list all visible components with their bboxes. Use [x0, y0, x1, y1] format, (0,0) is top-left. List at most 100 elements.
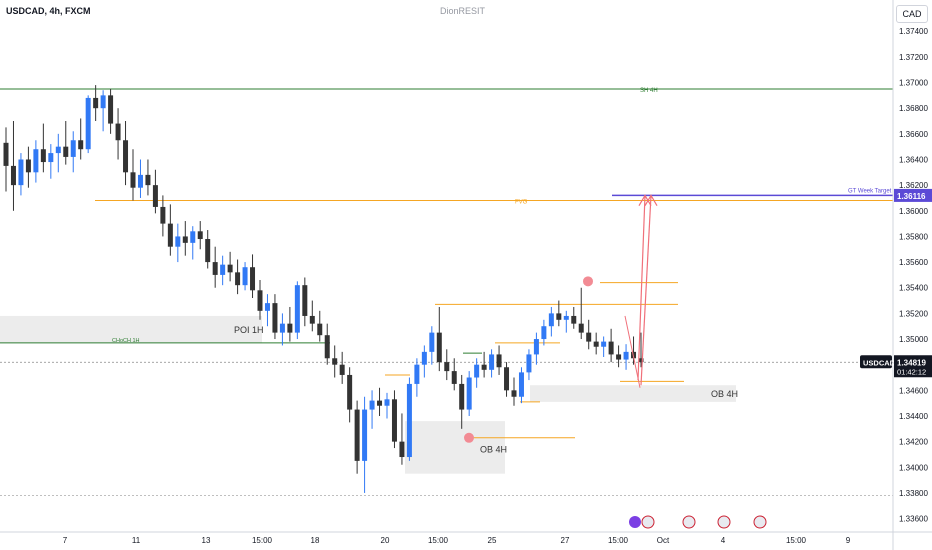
- candle-body[interactable]: [264, 303, 270, 311]
- candle-body[interactable]: [130, 172, 136, 188]
- candle-body[interactable]: [3, 142, 9, 166]
- candle-body[interactable]: [347, 374, 353, 410]
- candle-body[interactable]: [533, 339, 539, 355]
- candle-body[interactable]: [324, 335, 330, 359]
- candle-body[interactable]: [309, 315, 315, 324]
- candle-body[interactable]: [511, 390, 517, 397]
- candle-body[interactable]: [489, 354, 495, 370]
- candle-body[interactable]: [48, 153, 54, 163]
- candle-body[interactable]: [25, 159, 31, 173]
- candle-body[interactable]: [18, 159, 24, 186]
- candle-body[interactable]: [436, 332, 442, 363]
- candle-body[interactable]: [182, 236, 188, 243]
- candle-body[interactable]: [220, 264, 226, 275]
- candle-body[interactable]: [362, 409, 368, 461]
- candle-body[interactable]: [272, 303, 278, 333]
- candle-body[interactable]: [302, 285, 308, 316]
- candle-body[interactable]: [623, 351, 629, 360]
- candle-body[interactable]: [578, 323, 584, 333]
- candle-body[interactable]: [167, 223, 173, 247]
- candle-body[interactable]: [332, 358, 338, 365]
- candle-body[interactable]: [257, 290, 263, 311]
- candle-body[interactable]: [638, 358, 644, 363]
- candle-body[interactable]: [377, 400, 383, 406]
- candle-body[interactable]: [78, 140, 84, 150]
- candle-body[interactable]: [175, 236, 181, 247]
- lightning-event-icon[interactable]: [629, 516, 641, 528]
- candle-body[interactable]: [466, 377, 472, 410]
- candle-body[interactable]: [317, 323, 323, 336]
- candle-body[interactable]: [563, 315, 569, 320]
- candle-body[interactable]: [384, 399, 390, 406]
- candle-body[interactable]: [481, 364, 487, 370]
- candle-body[interactable]: [70, 140, 76, 157]
- candle-body[interactable]: [145, 174, 151, 186]
- candle-body[interactable]: [294, 285, 300, 333]
- candle-body[interactable]: [616, 354, 622, 360]
- candle-body[interactable]: [63, 146, 69, 157]
- candle-body[interactable]: [123, 140, 129, 173]
- candle-body[interactable]: [212, 262, 218, 275]
- candle-body[interactable]: [496, 354, 502, 368]
- candle-body[interactable]: [369, 400, 375, 410]
- candle-body[interactable]: [85, 97, 91, 150]
- candle-body[interactable]: [391, 399, 397, 442]
- candle-body[interactable]: [250, 267, 256, 291]
- candle-body[interactable]: [474, 364, 480, 378]
- candle-body[interactable]: [93, 97, 99, 109]
- candle-body[interactable]: [227, 264, 233, 273]
- us-flag-event-icon[interactable]: [682, 515, 696, 529]
- candle-body[interactable]: [339, 364, 345, 375]
- candle-body[interactable]: [197, 231, 203, 240]
- candle-body[interactable]: [421, 351, 427, 365]
- candle-body[interactable]: [10, 165, 16, 186]
- candle-body[interactable]: [354, 409, 360, 461]
- candle-body[interactable]: [429, 332, 435, 352]
- candle-body[interactable]: [541, 326, 547, 340]
- candle-body[interactable]: [608, 341, 614, 355]
- candle-body[interactable]: [414, 364, 420, 384]
- candle-body[interactable]: [593, 341, 599, 347]
- candle-body[interactable]: [459, 383, 465, 410]
- candle-body[interactable]: [548, 313, 554, 327]
- candle-body[interactable]: [571, 315, 577, 324]
- time-tick-label: 4: [721, 536, 726, 545]
- candle-body[interactable]: [40, 149, 46, 163]
- candle-body[interactable]: [518, 372, 524, 397]
- candle-body[interactable]: [556, 313, 562, 320]
- candle-body[interactable]: [137, 174, 143, 188]
- candle-body[interactable]: [526, 354, 532, 373]
- price-tick-label: 1.33800: [899, 489, 928, 498]
- time-tick-label: 11: [132, 536, 141, 545]
- candle-body[interactable]: [279, 323, 285, 333]
- candle-body[interactable]: [586, 332, 592, 342]
- candle-body[interactable]: [444, 362, 450, 372]
- candle-body[interactable]: [504, 367, 510, 391]
- us-flag-event-icon[interactable]: [717, 515, 731, 529]
- candle-body[interactable]: [33, 149, 39, 173]
- candle-body[interactable]: [152, 185, 158, 207]
- candle-body[interactable]: [55, 146, 61, 154]
- time-tick-label: 15:00: [252, 536, 273, 545]
- candle-body[interactable]: [205, 239, 211, 263]
- candle-body[interactable]: [108, 95, 114, 124]
- candle-body[interactable]: [399, 441, 405, 458]
- ticker-badge: [860, 355, 892, 369]
- candle-body[interactable]: [242, 267, 248, 286]
- candle-body[interactable]: [100, 95, 106, 109]
- candle-body[interactable]: [406, 383, 412, 458]
- candle-body[interactable]: [115, 123, 121, 141]
- candle-body[interactable]: [287, 323, 293, 333]
- candle-body[interactable]: [160, 206, 166, 224]
- price-tick-label: 1.36000: [899, 207, 928, 216]
- symbol-label[interactable]: USDCAD, 4h, FXCM: [6, 6, 91, 16]
- price-tick-label: 1.37400: [899, 27, 928, 36]
- candle-body[interactable]: [235, 272, 241, 286]
- candle-body[interactable]: [601, 341, 607, 347]
- currency-button[interactable]: CAD: [896, 5, 928, 23]
- us-flag-event-icon[interactable]: [753, 515, 767, 529]
- us-flag-event-icon[interactable]: [641, 515, 655, 529]
- candle-body[interactable]: [190, 231, 196, 243]
- candle-body[interactable]: [451, 371, 457, 384]
